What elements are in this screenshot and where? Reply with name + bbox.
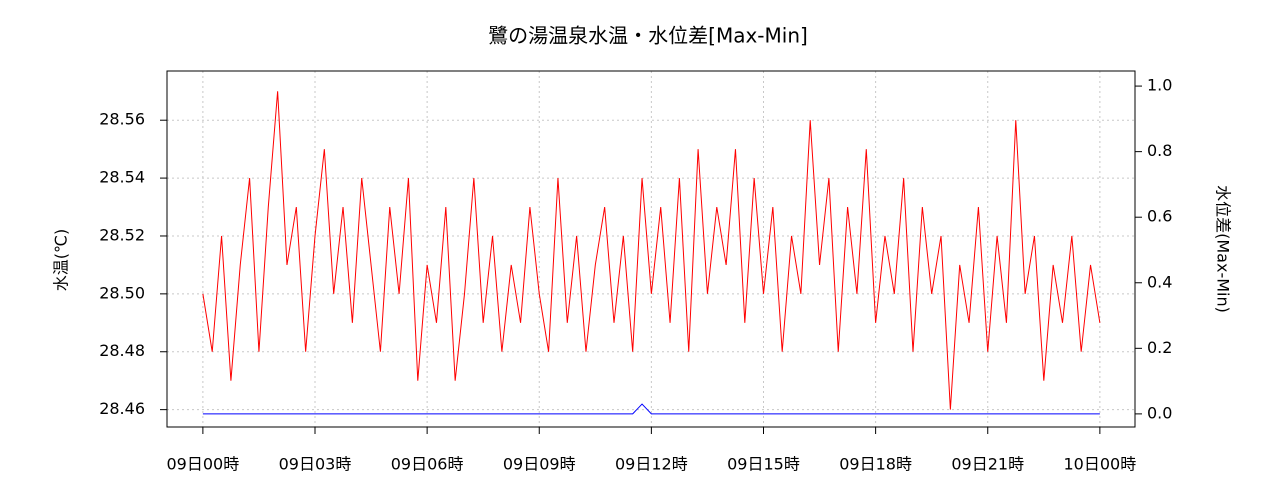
- plot-frame: [166, 70, 1136, 428]
- y-axis-label: 水温(℃): [52, 229, 71, 291]
- y2-tick-label: 0.2: [1147, 338, 1172, 357]
- x-tick-label: 09日00時: [167, 455, 240, 474]
- y-tick-label: 28.54: [99, 168, 145, 187]
- y-tick-label: 28.52: [99, 225, 145, 244]
- x-tick-label: 09日18時: [839, 455, 912, 474]
- x-tick-label: 10日00時: [1064, 455, 1137, 474]
- y2-axis-label: 水位差(Max-Min): [1214, 185, 1233, 313]
- x-tick-label: 09日15時: [727, 455, 800, 474]
- y-tick-label: 28.50: [99, 283, 145, 302]
- y-tick-label: 28.56: [99, 110, 145, 129]
- y-tick-label: 28.48: [99, 341, 145, 360]
- y2-tick-label: 0.6: [1147, 207, 1172, 226]
- y2-tick-label: 0.8: [1147, 141, 1172, 160]
- x-tick-label: 09日06時: [391, 455, 464, 474]
- y2-tick-label: 1.0: [1147, 76, 1172, 95]
- y2-tick-label: 0.4: [1147, 272, 1172, 291]
- x-tick-label: 09日12時: [615, 455, 688, 474]
- y2-tick-label: 0.0: [1147, 403, 1172, 422]
- x-tick-label: 09日03時: [279, 455, 352, 474]
- y-tick-label: 28.46: [99, 399, 145, 418]
- series-line: [202, 91, 1101, 410]
- chart-title: 鷺の湯温泉水温・水位差[Max-Min]: [488, 24, 808, 48]
- x-tick-label: 09日21時: [951, 455, 1024, 474]
- x-tick-label: 09日09時: [503, 455, 576, 474]
- series-line: [202, 403, 1100, 415]
